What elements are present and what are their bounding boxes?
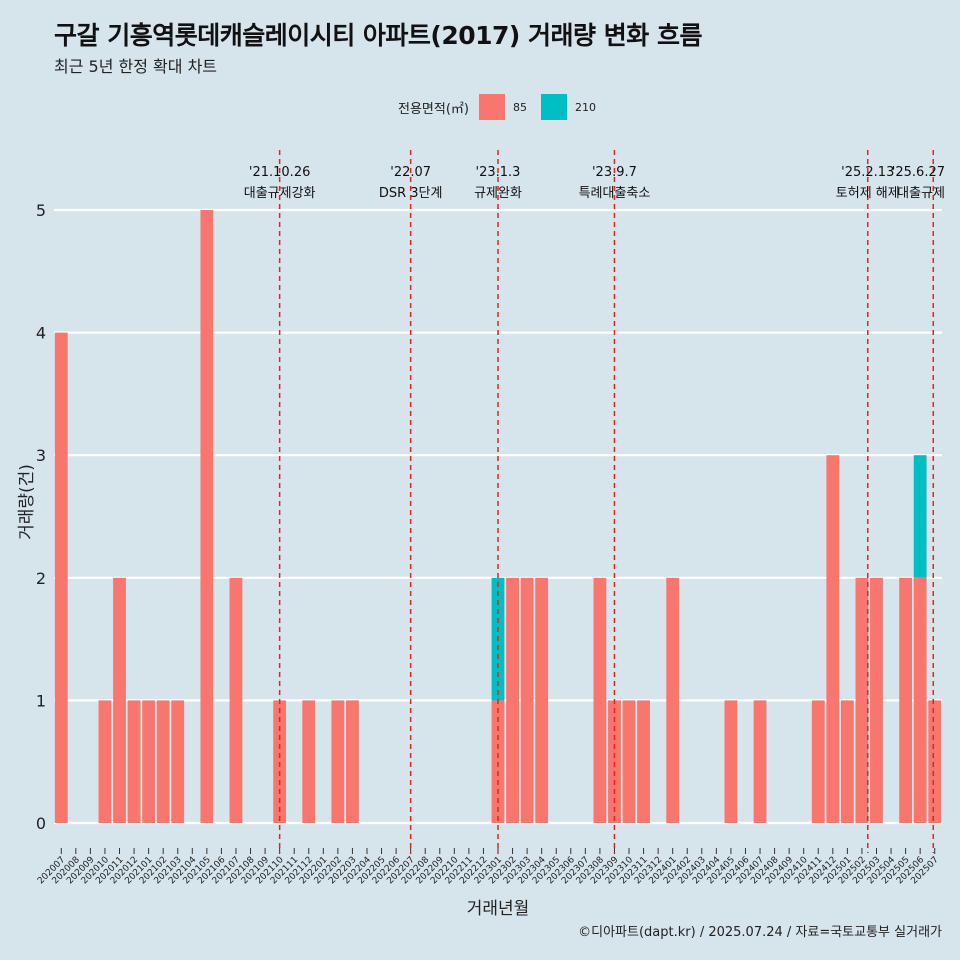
bar-85-202505 — [899, 577, 913, 823]
bar-85-202301 — [491, 700, 505, 823]
bar-85-202105 — [200, 210, 214, 823]
y-tick-label: 5 — [36, 201, 46, 220]
bar-85-202303 — [520, 577, 534, 823]
y-axis-title: 거래량(건) — [17, 464, 37, 540]
bar-85-202309 — [608, 700, 621, 823]
bar-85-202412 — [826, 455, 840, 823]
bar-85-202202 — [331, 700, 345, 823]
event-label: 대출규제 — [897, 186, 945, 201]
bar-85-202110 — [273, 700, 287, 823]
event-date-label: '25.6.27 — [892, 165, 945, 180]
caption: ©디아파트(dapt.kr) / 2025.07.24 / 자료=국토교통부 실… — [578, 925, 942, 940]
bar-85-202310 — [622, 700, 636, 823]
bar-85-202401 — [666, 577, 680, 823]
chart-subtitle: 최근 5년 한정 확대 차트 — [54, 57, 218, 76]
bar-85-202502 — [855, 577, 869, 823]
bar-85-202507 — [928, 700, 942, 823]
bar-85-202405 — [724, 700, 738, 823]
y-tick-label: 4 — [36, 324, 46, 343]
event-label: 토허제 해제 — [836, 186, 900, 201]
chart-title: 구갈 기흥역롯데캐슬레이시티 아파트(2017) 거래량 변화 흐름 — [54, 21, 702, 50]
y-tick-label: 2 — [36, 569, 46, 588]
bar-85-202103 — [171, 700, 185, 823]
y-tick-label: 1 — [36, 691, 46, 710]
y-tick-label: 0 — [36, 814, 46, 833]
bar-85-202302 — [506, 577, 519, 823]
event-date-label: '25.2.13 — [841, 165, 894, 180]
bar-85-202203 — [346, 700, 359, 823]
y-tick-label: 3 — [36, 446, 46, 465]
bar-85-202501 — [840, 700, 854, 823]
bar-85-202308 — [593, 577, 607, 823]
event-label: 특례대출축소 — [579, 186, 651, 201]
event-date-label: '23.1.3 — [476, 165, 521, 180]
event-label: DSR 3단계 — [379, 186, 443, 201]
bar-85-202012 — [127, 700, 141, 823]
bar-85-202304 — [535, 577, 549, 823]
bar-85-202011 — [113, 577, 126, 823]
bar-85-202010 — [98, 700, 112, 823]
bar-85-202503 — [870, 577, 883, 823]
legend: 전용면적(㎡) 85 210 — [398, 94, 610, 120]
bar-85-202107 — [229, 577, 243, 823]
bar-85-202102 — [156, 700, 170, 823]
legend-title: 전용면적(㎡) — [398, 101, 469, 117]
legend-label-85: 85 — [512, 100, 527, 114]
bar-85-202007 — [54, 332, 68, 823]
legend-label-210: 210 — [574, 100, 596, 114]
legend-swatch-85 — [478, 94, 505, 120]
bar-85-202407 — [753, 700, 767, 823]
legend-swatch-210 — [540, 94, 567, 120]
event-date-label: '22.07 — [390, 165, 431, 180]
x-axis-title: 거래년월 — [467, 899, 530, 919]
bar-210-202506 — [913, 455, 927, 578]
bar-85-202311 — [637, 700, 650, 823]
bar-85-202101 — [142, 700, 156, 823]
bar-85-202506 — [913, 577, 927, 823]
event-label: 규제완화 — [474, 186, 522, 201]
bar-85-202411 — [811, 700, 825, 823]
bar-85-202112 — [302, 700, 316, 823]
event-date-label: '23.9.7 — [592, 165, 637, 180]
event-date-label: '21.10.26 — [249, 165, 310, 180]
event-label: 대출규제강화 — [244, 186, 316, 201]
